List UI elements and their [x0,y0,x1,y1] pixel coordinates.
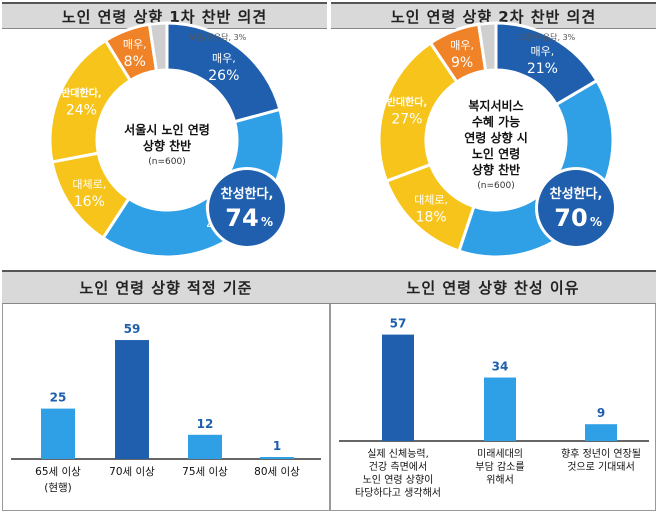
donut-chart-2: 매우,21%대체로,49%대체로,18%반대한다,27%매우,9%모름/무응답,… [377,21,617,259]
slice-label: 반대한다, 24% [61,86,102,118]
center-text: 연령 상향 시 [464,130,528,145]
bar-value-label: 59 [124,322,141,336]
center-sample-size: (n=600) [477,181,514,191]
bar [484,377,516,441]
bar-value-label: 34 [492,360,509,374]
center-text: 상향 찬반 [143,138,191,153]
agree-label: 찬성한다, [550,186,603,202]
slice-label: 대체로, 18% [414,193,448,225]
bar [260,456,294,459]
agree-value: 70 [554,204,587,232]
slice-label-value: 18% [416,209,447,225]
bar-1-title: 노인 연령 상향 적정 기준 [2,270,330,304]
agree-unit: % [261,215,273,229]
slice-label-name: 대체로, [72,178,106,191]
bar-value-label: 9 [597,406,605,420]
slice-label: 대체로, 16% [72,178,106,210]
slice-label-name: 반대한다, [61,86,102,99]
slice-label-value: 8% [124,54,146,70]
x-tick-label: 것으로 기대돼서 [567,461,635,473]
slice-label-name: 매우, [123,38,147,51]
no-answer-label: 모름/무응답, 3% [189,32,247,42]
slice-label-name: 매우, [450,39,474,52]
slice-label-name: 매우, [212,52,236,65]
bar-panel-1: 노인 연령 상향 적정 기준 25 65세 이상 (현행) 59 70세 이상 12 75세… [2,270,330,511]
x-tick-label: 부담 감소를 [475,461,524,473]
slice-label: 매우, 26% [208,52,239,84]
center-sample-size: (n=600) [148,157,185,167]
x-tick-label: 75세 이상 [182,466,228,478]
slice-label-value: 16% [74,194,105,210]
x-tick-label: 80세 이상 [254,466,300,478]
x-tick-label: (현행) [44,482,72,494]
bar-value-label: 1 [273,439,281,453]
x-tick-label: 실제 신체능력, [367,448,429,460]
center-text: 노인 연령 [472,146,520,161]
x-tick-label: 65세 이상 [35,466,81,478]
agree-value: 74 [225,204,258,232]
bar-value-label: 57 [390,317,407,331]
bar-value-label: 25 [50,391,67,405]
slice-label-value: 27% [391,112,422,128]
x-tick-label: 노인 연령 상향이 [363,474,434,486]
x-tick-label: 향후 정년이 연장될 [561,448,641,460]
agree-unit: % [590,215,602,229]
x-tick-label: 건강 측면에서 [369,461,427,473]
bar-2-title: 노인 연령 상향 찬성 이유 [330,270,656,304]
slice-label: 반대한다, 27% [387,96,428,128]
bar [41,408,75,459]
bar [188,434,222,459]
agree-label: 찬성한다, [221,186,274,202]
bar [585,424,617,441]
slice-label: 매우, 8% [123,38,147,70]
slice-label-name: 반대한다, [387,96,428,109]
slice-label-value: 26% [208,68,239,84]
bar-panel-2: 노인 연령 상향 찬성 이유 57 실제 신체능력, 건강 측면에서 노인 연령 상향… [330,270,656,511]
slice-label-value: 9% [451,55,473,71]
center-text: 복지서비스 [468,98,523,113]
donut-slice [476,21,498,73]
slice-label-name: 매우, [531,45,555,58]
slice-label-value: 21% [527,61,558,77]
donut-panel-1: 노인 연령 상향 1차 찬반 의견 매우,26%대체로,48%대체로,16%반대… [0,0,329,259]
agree-circle [538,170,614,246]
x-tick-label: 타당하다고 생각해서 [355,486,441,499]
bar-chart-1: 25 65세 이상 (현행) 59 70세 이상 12 75세 이상 1 80세 이상 [11,322,321,494]
slice-label: 매우, 9% [450,39,474,71]
donut-chart-1: 매우,26%대체로,48%대체로,16%반대한다,24%매우,8%모름/무응답,… [48,21,288,259]
slice-label-value: 24% [66,102,97,118]
donut-panel-2: 노인 연령 상향 2차 찬반 의견 매우,21%대체로,49%대체로,18%반대… [329,0,658,259]
center-text: 상향 찬반 [472,162,520,177]
no-answer-label: 모름/무응답, 3% [518,32,576,42]
bar-value-label: 12 [197,417,214,431]
slice-label: 매우, 21% [527,45,558,77]
x-tick-label: 위해서 [486,473,514,486]
agree-circle [209,170,285,246]
slice-label-name: 대체로, [414,193,448,206]
donut-slice [147,21,169,73]
bar [115,340,149,459]
bar [382,334,414,441]
x-tick-label: 미래세대의 [477,448,523,460]
center-text: 수혜 가능 [472,114,520,129]
x-tick-label: 70세 이상 [109,466,155,478]
center-text: 서울시 노인 연령 [124,122,210,137]
